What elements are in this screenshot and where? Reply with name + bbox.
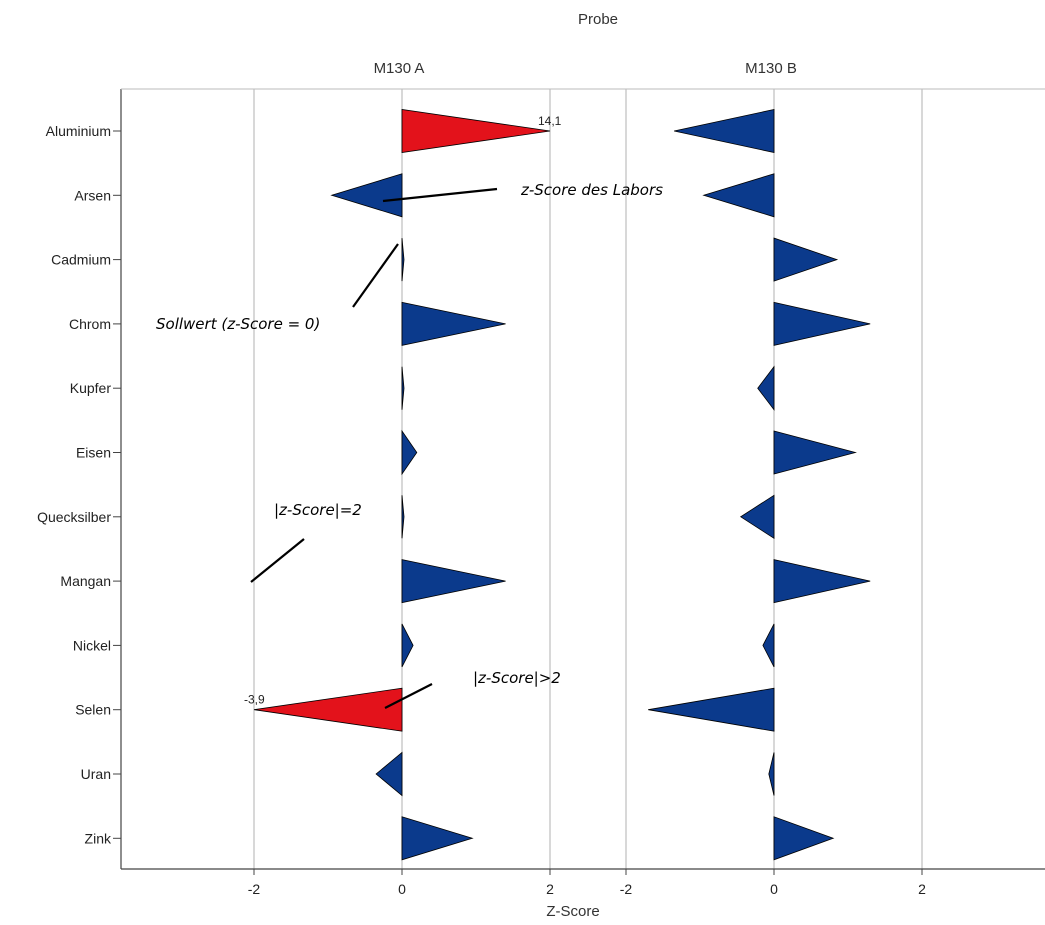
annotation-line-abs2 xyxy=(251,539,304,582)
zscore-triangle xyxy=(376,753,402,796)
zscore-triangle xyxy=(741,495,774,538)
x-axis-label: Z-Score xyxy=(546,903,599,920)
gridlines xyxy=(254,89,922,869)
panel-header-m130b: M130 B xyxy=(745,60,797,77)
plot-frame xyxy=(121,89,1045,869)
zscore-triangle xyxy=(402,302,506,345)
zscore-triangle xyxy=(774,238,837,281)
zscore-triangle xyxy=(774,302,870,345)
category-label: Nickel xyxy=(73,637,111,653)
data-label: 14,1 xyxy=(538,114,562,128)
annotation-gt2: |z-Score|>2 xyxy=(473,669,561,687)
annotation-lab-zscore: z-Score des Labors xyxy=(520,181,663,199)
x-tick-labels: -2 0 2 -2 0 2 xyxy=(248,869,926,897)
category-label: Aluminium xyxy=(46,123,111,139)
category-label: Cadmium xyxy=(51,252,111,268)
zscore-triangle xyxy=(774,817,833,860)
data-labels: 14,1 -3,9 xyxy=(244,114,562,707)
annotation-line-sollwert xyxy=(353,244,398,307)
panel-header-m130a: M130 A xyxy=(374,60,425,77)
zscore-triangle xyxy=(402,431,417,474)
category-label: Kupfer xyxy=(70,380,112,396)
category-label: Zink xyxy=(85,830,112,846)
category-label: Chrom xyxy=(69,316,111,332)
x-tick-label: 0 xyxy=(770,881,778,897)
zscore-triangle xyxy=(402,495,404,538)
zscore-triangle xyxy=(402,110,550,153)
zscore-triangle xyxy=(774,431,855,474)
category-labels: Aluminium Arsen Cadmium Chrom Kupfer Eisen Que… xyxy=(37,123,121,846)
x-tick-label: -2 xyxy=(248,881,261,897)
category-label: Uran xyxy=(81,766,111,782)
category-label: Quecksilber xyxy=(37,509,111,525)
zscore-triangle xyxy=(402,817,472,860)
zscore-triangle xyxy=(254,688,402,731)
zscore-triangle xyxy=(769,753,774,796)
zscore-triangle xyxy=(332,174,402,217)
annotation-sollwert: Sollwert (z-Score = 0) xyxy=(156,315,320,333)
x-tick-label: -2 xyxy=(620,881,633,897)
chart-title: Probe xyxy=(578,11,618,28)
zscore-triangle xyxy=(402,367,404,410)
zscore-triangle xyxy=(402,238,404,281)
zscore-triangle xyxy=(402,624,413,667)
zscore-triangle xyxy=(704,174,774,217)
zscore-triangle xyxy=(648,688,774,731)
x-tick-label: 0 xyxy=(398,881,406,897)
zscore-triangle xyxy=(763,624,774,667)
category-label: Selen xyxy=(75,702,111,718)
data-marks xyxy=(254,110,870,860)
zscore-triangle xyxy=(674,110,774,153)
x-tick-label: 2 xyxy=(546,881,554,897)
annotation-abs2: |z-Score|=2 xyxy=(274,501,362,519)
data-label: -3,9 xyxy=(244,693,265,707)
x-tick-label: 2 xyxy=(918,881,926,897)
zscore-triangle xyxy=(402,560,506,603)
zscore-triangle xyxy=(758,367,774,410)
category-label: Eisen xyxy=(76,445,111,461)
category-label: Mangan xyxy=(60,573,111,589)
zscore-triangle xyxy=(774,560,870,603)
category-label: Arsen xyxy=(74,187,111,203)
